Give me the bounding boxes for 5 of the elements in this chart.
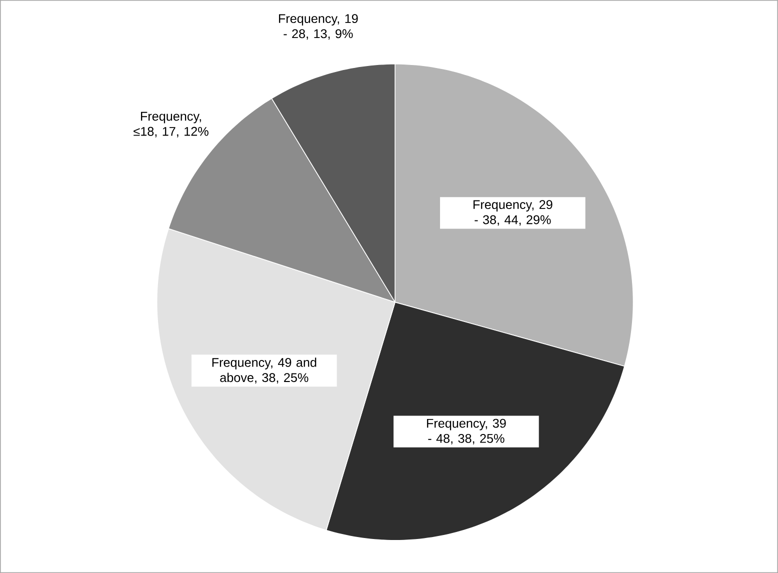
slice-label: Frequency, 29 - 38, 44, 29% [474,200,552,226]
slice-label: Frequency, 19 - 28, 13, 9% [279,14,358,40]
slice-label: Frequency, 49 and above, 38, 25% [212,358,316,384]
slice-label: Frequency, 39 - 48, 38, 25% [427,418,506,444]
slice-label: Frequency, ≤18, 17, 12% [134,112,208,138]
